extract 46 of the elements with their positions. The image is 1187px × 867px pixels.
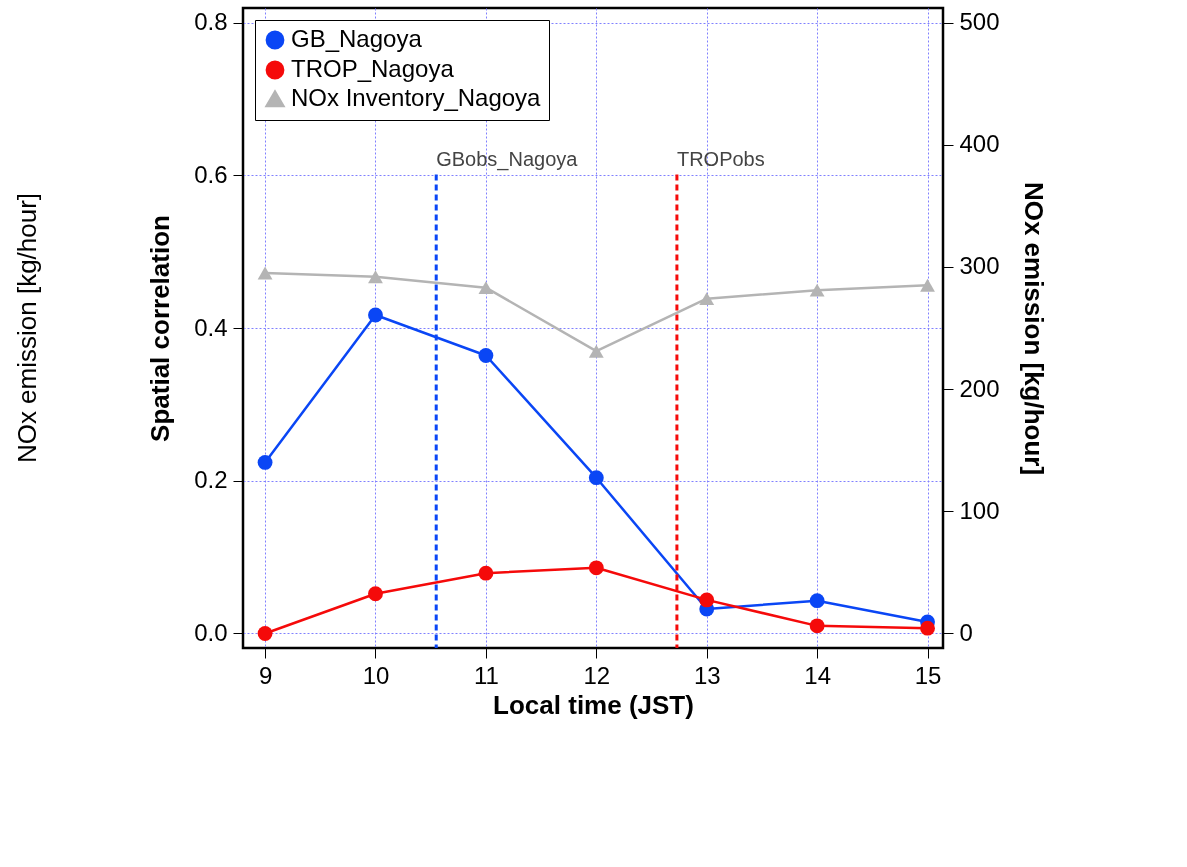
point [478,281,494,295]
point [809,618,825,634]
point [920,620,935,636]
point [699,292,715,306]
y-tick-label: 0.6 [194,160,228,188]
point [588,344,604,358]
legend-label: NOx Inventory_Nagoya [291,84,542,111]
y-tick-label: 0.2 [194,466,228,494]
point [368,586,383,602]
y2-axis-title: NOx emission [kg/hour] [1018,181,1049,476]
point [257,455,273,470]
x-tick-label: 15 [914,661,942,689]
y-tick-label: 0.4 [194,313,228,341]
x-tick-label: 12 [583,661,611,689]
point [588,560,604,576]
x-tick-label: 10 [362,661,390,689]
y-axis-title: Spatial correlation [145,215,176,442]
y2-tick-label: 500 [959,8,1000,36]
point [478,348,494,363]
point [478,565,494,581]
x-tick-label: 14 [804,661,831,689]
legend-label: TROP_Nagoya [291,55,455,82]
point [920,278,935,292]
x-axis-title: Local time (JST) [493,689,694,720]
point [257,266,273,280]
point [809,593,825,609]
point [809,283,825,297]
ref-line-label: TROPobs [676,148,765,171]
y2-tick-label: 200 [959,374,1000,402]
point [368,270,383,284]
point [368,307,383,323]
y-tick-label: 0.0 [194,618,228,646]
y2-tick-label: 400 [959,130,1000,158]
y2-tick-label: 300 [959,252,1000,280]
point [699,592,715,608]
x-tick-label: 13 [693,661,721,689]
y-tick-label: 0.8 [194,8,228,36]
x-tick-label: 9 [258,661,273,689]
ref-line-label: GBobs_Nagoya [436,148,579,172]
point [257,626,273,641]
legend-label: GB_Nagoya [291,25,423,52]
y2-tick-label: 100 [959,496,1000,524]
y2-tick-label: 0 [959,618,973,646]
point [588,470,604,486]
text: NOx emission [kg/hour] [12,192,42,464]
x-tick-label: 11 [473,661,499,689]
